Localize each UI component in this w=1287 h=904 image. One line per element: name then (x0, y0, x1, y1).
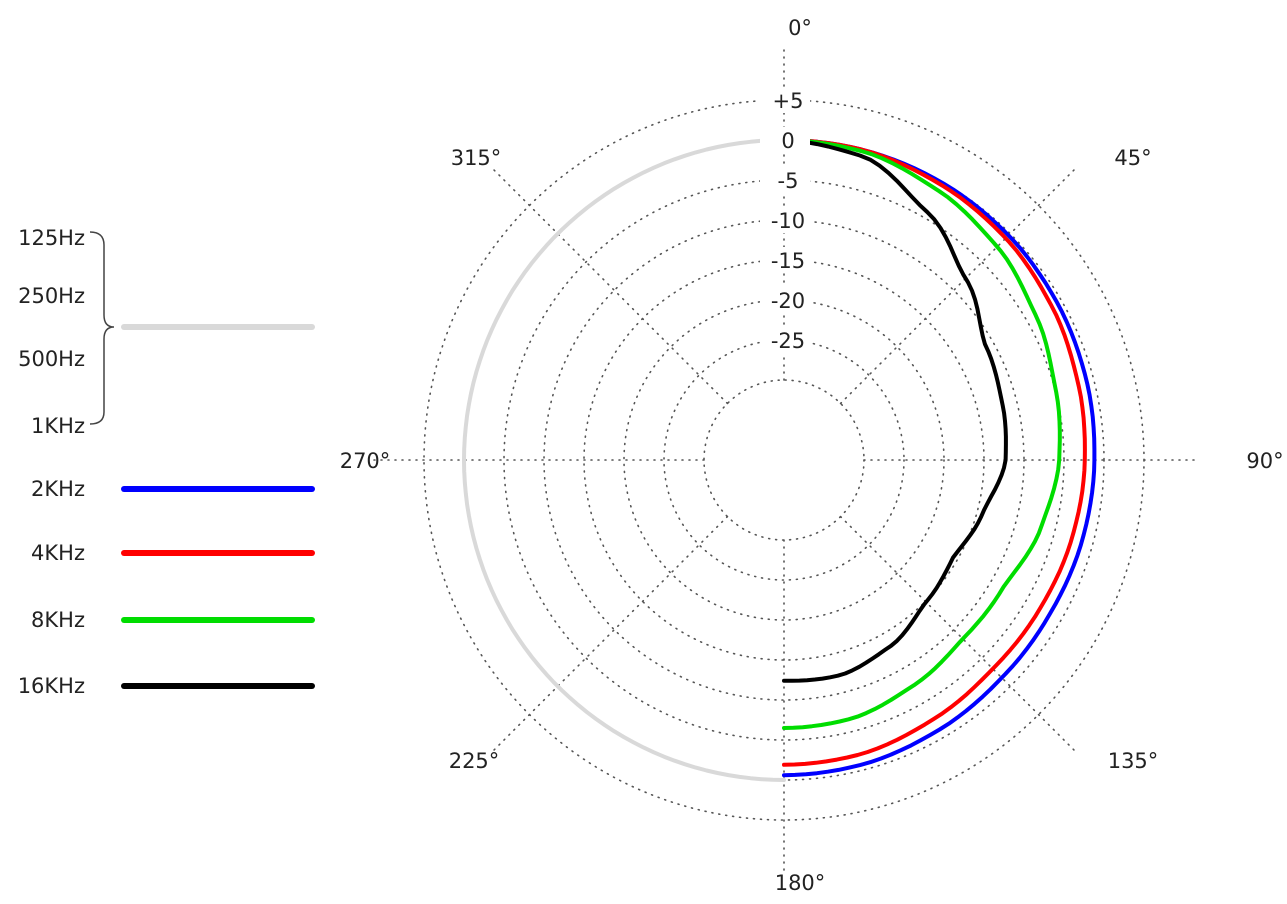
series-line-low-freq (462, 138, 786, 782)
angle-label-180: 180° (775, 871, 826, 895)
legend: 125Hz 250Hz 500Hz 1KHz 2KHz 4KHz 8KHz 16KHz (18, 226, 315, 698)
radial-tick-bg (760, 127, 810, 153)
angle-label-0: 0° (788, 16, 812, 40)
grid-spoke (493, 169, 729, 405)
angle-label-90: 90° (1246, 449, 1283, 473)
series-line-8khz (782, 138, 1062, 730)
angle-label-315: 315° (451, 146, 502, 170)
legend-label: 16KHz (18, 674, 85, 698)
radial-tick-label: 0 (781, 129, 794, 153)
radial-tick-bg (760, 167, 810, 193)
grid-circle (503, 179, 1065, 741)
radial-tick-labels: +5 0 -5 -10 -15 -20 -25 (760, 87, 810, 353)
legend-label: 4KHz (31, 541, 85, 565)
radial-tick-bg (760, 207, 810, 233)
grid-circle (543, 219, 1025, 701)
angle-label-135: 135° (1108, 749, 1159, 773)
angle-label-270: 270° (340, 449, 391, 473)
radial-tick-bg (760, 247, 810, 273)
radial-tick-label: +5 (773, 89, 804, 113)
radial-tick-label: -20 (771, 289, 805, 313)
radial-tick-bg (760, 87, 810, 113)
grid-circle (463, 139, 1105, 781)
legend-label: 250Hz (18, 284, 85, 308)
radial-tick-label: -10 (771, 209, 805, 233)
radial-tick-label: -5 (778, 169, 799, 193)
radial-tick-label: -25 (771, 329, 805, 353)
legend-label: 2KHz (31, 477, 85, 501)
angle-label-225: 225° (449, 749, 500, 773)
legend-brace (89, 231, 115, 425)
series-group (462, 138, 1097, 782)
series-line-2khz (782, 138, 1097, 778)
legend-label: 125Hz (18, 226, 85, 250)
radial-tick-label: -15 (771, 249, 805, 273)
radial-tick-bg (760, 327, 810, 353)
grid-circle (623, 299, 945, 621)
grid-circle (703, 379, 865, 541)
angular-labels: 0° 45° 90° 135° 180° 225° 270° 315° (340, 16, 1284, 895)
grid-circle (663, 339, 905, 581)
series-line-16khz (782, 138, 1008, 683)
series-line-4khz (782, 138, 1087, 767)
legend-label: 500Hz (18, 347, 85, 371)
legend-label: 8KHz (31, 608, 85, 632)
angle-label-45: 45° (1114, 146, 1151, 170)
legend-label: 1KHz (31, 414, 85, 438)
grid-spoke (493, 515, 729, 751)
radial-tick-bg (760, 287, 810, 313)
